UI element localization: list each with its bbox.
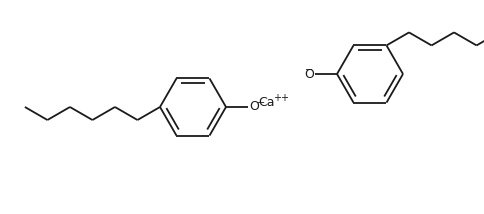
Text: −: − — [304, 65, 313, 75]
Text: ++: ++ — [272, 93, 288, 103]
Text: −: − — [257, 98, 265, 108]
Text: O: O — [303, 67, 313, 80]
Text: Ca: Ca — [257, 95, 274, 108]
Text: O: O — [248, 101, 258, 113]
